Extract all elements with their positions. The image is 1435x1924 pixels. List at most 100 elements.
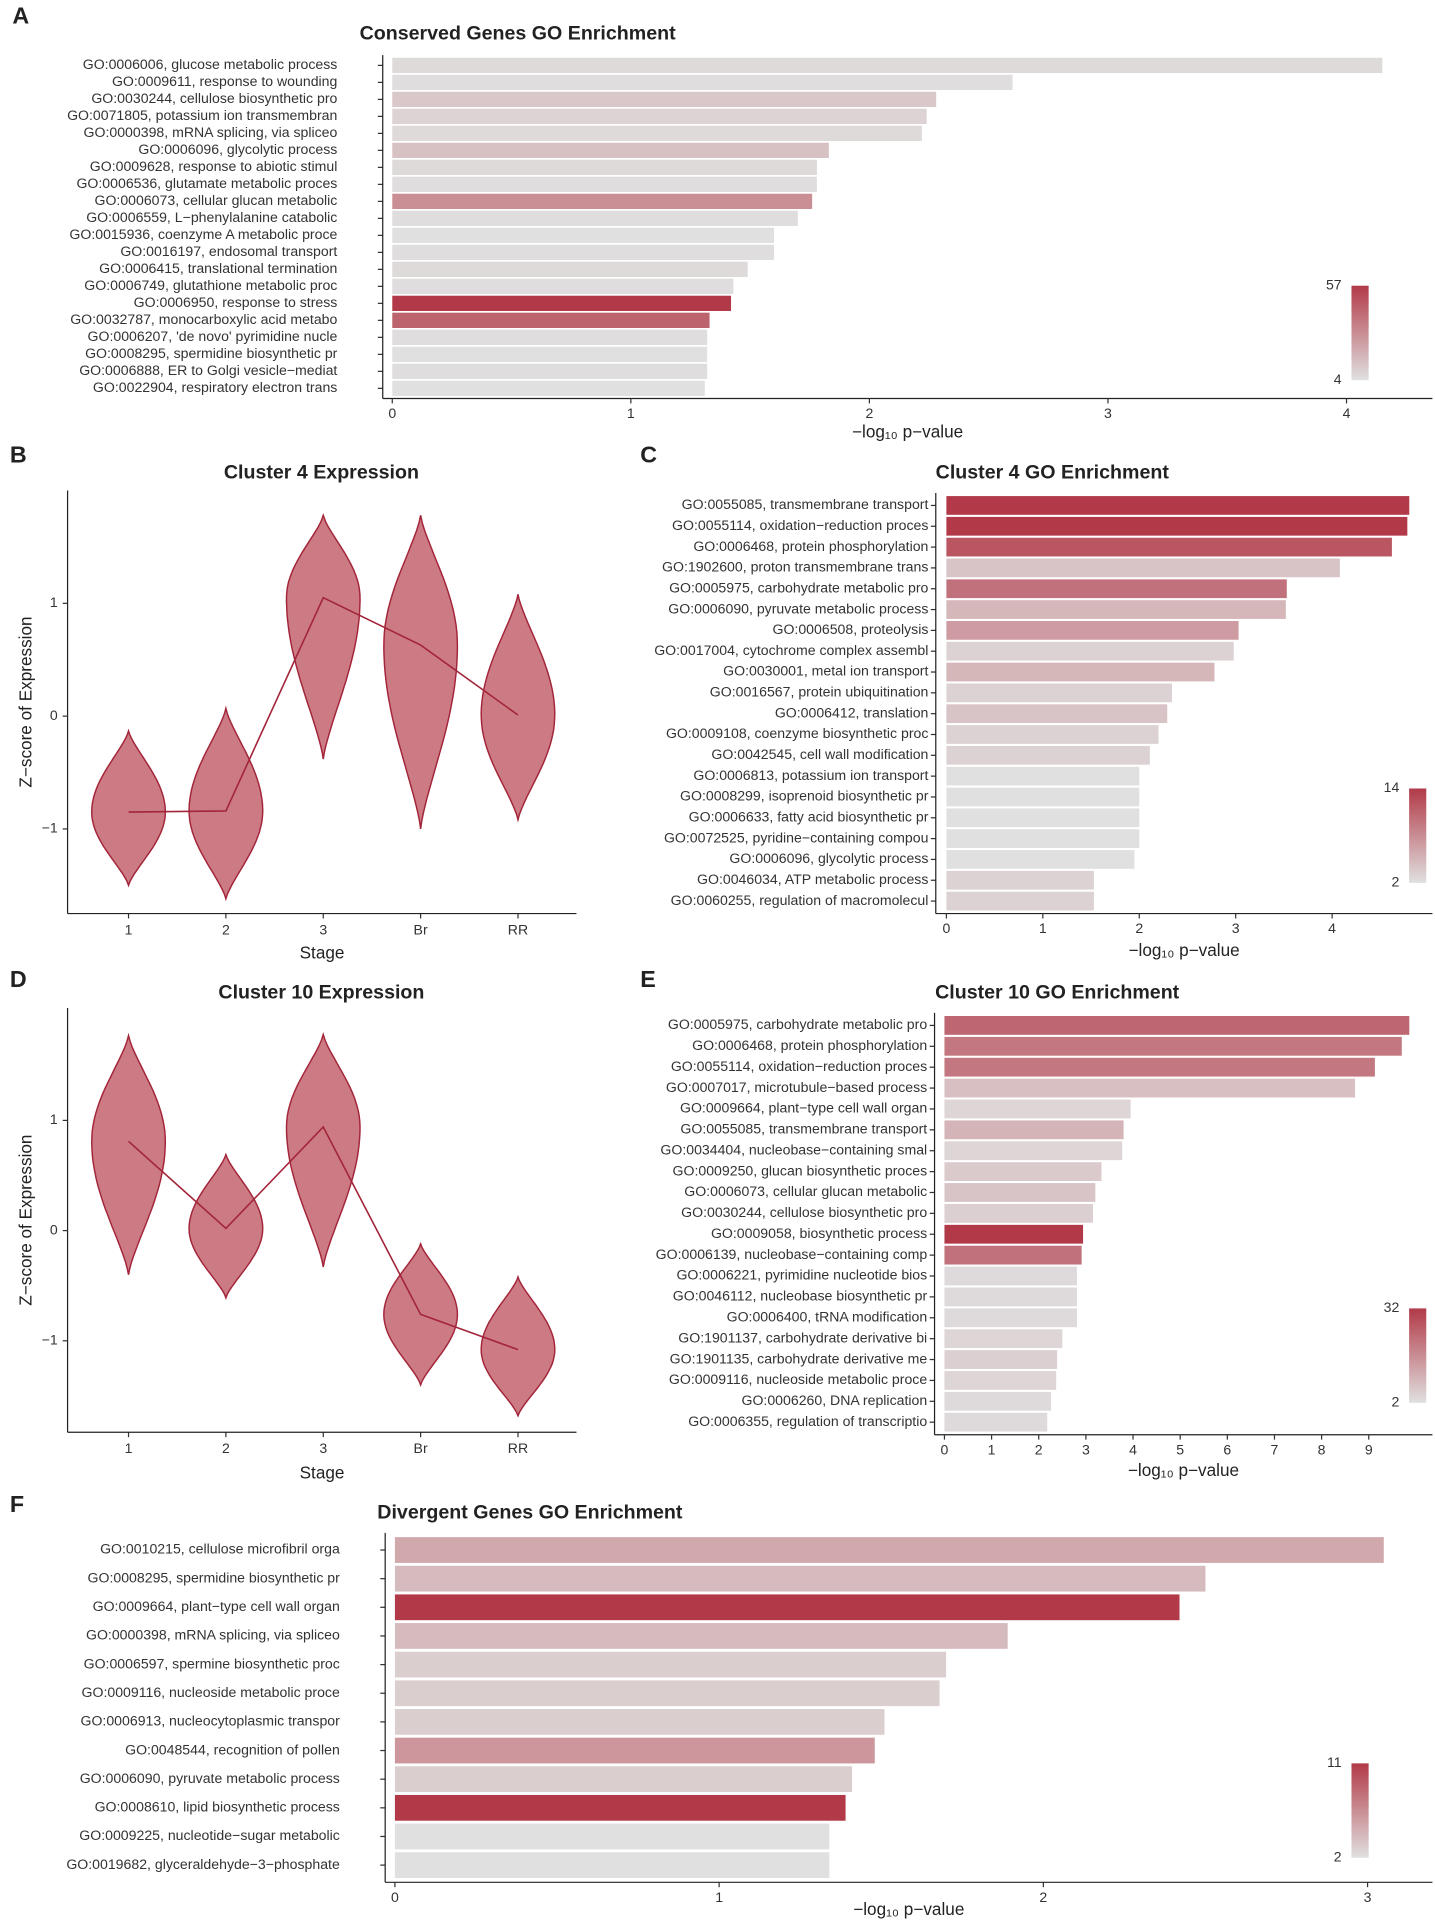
y-tick-label: GO:0006090, pyruvate metabolic process (80, 1770, 340, 1786)
bar (392, 142, 829, 159)
bar (944, 1350, 1058, 1369)
bar (394, 1651, 947, 1678)
y-tick-label: GO:1902600, proton transmembrane trans (662, 559, 928, 575)
panel-letter: A (12, 2, 29, 28)
bar (394, 1852, 830, 1879)
bar (946, 891, 1094, 911)
y-tick-label: GO:0006468, protein phosphorylation (692, 1037, 927, 1053)
x-tick-label: 6 (1223, 1441, 1231, 1457)
y-tick-label: GO:0008610, lipid biosynthetic process (95, 1799, 340, 1815)
bar (944, 1141, 1123, 1161)
bar (944, 1371, 1057, 1390)
panel: D Cluster 10 Expression 1 2 3 Br RR −1 0 1 Stage Z−… (10, 966, 577, 1482)
y-tick-label: GO:0055114, oxidation−reduction proces (671, 1058, 927, 1074)
bar (392, 278, 734, 294)
bar (944, 1162, 1102, 1181)
y-tick-label: GO:0006096, glycolytic process (729, 850, 928, 866)
y-tick-label: GO:0032787, monocarboxylic acid metabo (70, 311, 337, 327)
y-tick-label: GO:1901137, carbohydrate derivative bi (678, 1329, 927, 1345)
x-tick-label: 1 (1039, 920, 1047, 936)
x-axis-label: −log₁₀ p−value (853, 1899, 964, 1919)
panel-letter: B (10, 441, 27, 467)
bar (944, 1183, 1096, 1202)
y-tick-label: GO:1901135, carbohydrate derivative me (670, 1350, 928, 1366)
violin (91, 1032, 167, 1275)
x-tick-label: 2 (222, 1440, 230, 1456)
x-tick-label: 7 (1271, 1441, 1279, 1457)
y-tick-label: GO:0006468, protein phosphorylation (693, 538, 928, 554)
x-tick-label: 2 (1035, 1441, 1043, 1457)
y-tick-label: GO:0006412, translation (775, 704, 929, 720)
x-tick-label: 1 (715, 1889, 723, 1905)
y-tick-label: GO:0022904, respiratory electron trans (93, 379, 337, 395)
x-tick-label: 0 (391, 1889, 399, 1905)
y-tick-label: GO:0006559, L−phenylalanine catabolic (86, 209, 337, 225)
bar (946, 662, 1215, 682)
bar (944, 1266, 1077, 1286)
y-tick-label: GO:0008299, isoprenoid biosynthetic pr (680, 788, 929, 804)
y-tick-label: GO:0006888, ER to Golgi vesicle−mediat (79, 362, 337, 378)
y-tick-label: 0 (50, 707, 58, 723)
x-tick-label: 3 (1082, 1441, 1090, 1457)
y-tick-label: GO:0009108, coenzyme biosynthetic proc (666, 725, 928, 741)
bar (944, 1224, 1084, 1244)
x-tick-label: Br (414, 1440, 428, 1456)
x-tick-label: 2 (222, 921, 230, 937)
y-tick-label: −1 (42, 820, 58, 836)
bar (946, 766, 1140, 786)
bar (392, 193, 813, 210)
bar (392, 244, 774, 261)
panel: B Cluster 4 Expression 1 2 3 Br RR −1 0 1 Stage Z−s… (10, 441, 577, 963)
x-axis-label: −log₁₀ p−value (852, 421, 963, 441)
colorbar-label: 4 (1334, 371, 1342, 387)
y-tick-label: 0 (50, 1221, 58, 1237)
colorbar-label: 11 (1327, 1754, 1342, 1770)
bar (392, 346, 708, 362)
y-tick-label: GO:0055085, transmembrane transport (680, 1121, 927, 1137)
y-tick-label: GO:0000398, mRNA splicing, via spliceo (84, 124, 338, 140)
y-tick-label: GO:0055114, oxidation−reduction proces (672, 517, 928, 533)
x-tick-label: 0 (388, 405, 396, 421)
panel: E Cluster 10 GO Enrichment GO:0005975, car… (640, 966, 1433, 1480)
y-tick-label: GO:0010215, cellulose microfibril orga (100, 1541, 340, 1557)
colorbar (1409, 788, 1427, 883)
y-tick-label: GO:0019682, glyceraldehyde−3−phosphate (66, 1856, 340, 1872)
y-tick-label: GO:0009250, glucan biosynthetic proces (673, 1162, 928, 1178)
y-tick-label: GO:0009628, response to abiotic stimul (90, 158, 338, 174)
panel-letter: D (10, 966, 27, 992)
chart-title: Cluster 4 Expression (224, 462, 419, 484)
bar (392, 295, 732, 311)
bar (946, 537, 1392, 557)
bar (392, 380, 705, 396)
bar (946, 850, 1135, 869)
bar (944, 1287, 1077, 1307)
bar (392, 108, 927, 125)
bar (946, 558, 1340, 578)
bar (394, 1565, 1206, 1592)
bar (944, 1203, 1093, 1223)
x-tick-label: 1 (988, 1441, 996, 1457)
x-tick-label: 3 (319, 1440, 327, 1456)
y-tick-label: GO:0008295, spermidine biosynthetic pr (85, 345, 338, 361)
bar (944, 1036, 1402, 1056)
x-tick-label: 0 (941, 1441, 949, 1457)
x-tick-label: 3 (1364, 1889, 1372, 1905)
bar (392, 159, 817, 176)
bar (392, 312, 710, 328)
y-tick-label: GO:0006536, glutamate metabolic proces (76, 175, 337, 191)
mean-line (128, 596, 519, 813)
bar (392, 57, 1383, 74)
chart-title: Cluster 4 GO Enrichment (936, 462, 1170, 484)
y-axis-label: Z−score of Expression (16, 1135, 36, 1306)
y-tick-label: GO:0046112, nucleobase biosynthetic pr (673, 1288, 928, 1304)
violin (285, 1032, 361, 1268)
y-tick-label: GO:0017004, cytochrome complex assembl (654, 642, 928, 658)
x-tick-label: 5 (1176, 1441, 1184, 1457)
y-tick-label: GO:0034404, nucleobase−containing smal (660, 1141, 927, 1157)
colorbar-label: 14 (1384, 779, 1400, 795)
x-axis-label: −log₁₀ p−value (1128, 1460, 1239, 1480)
bar (946, 745, 1150, 765)
x-tick-label: 2 (1135, 920, 1143, 936)
y-tick-label: GO:0006090, pyruvate metabolic process (668, 600, 928, 616)
x-tick-label: 0 (942, 920, 950, 936)
